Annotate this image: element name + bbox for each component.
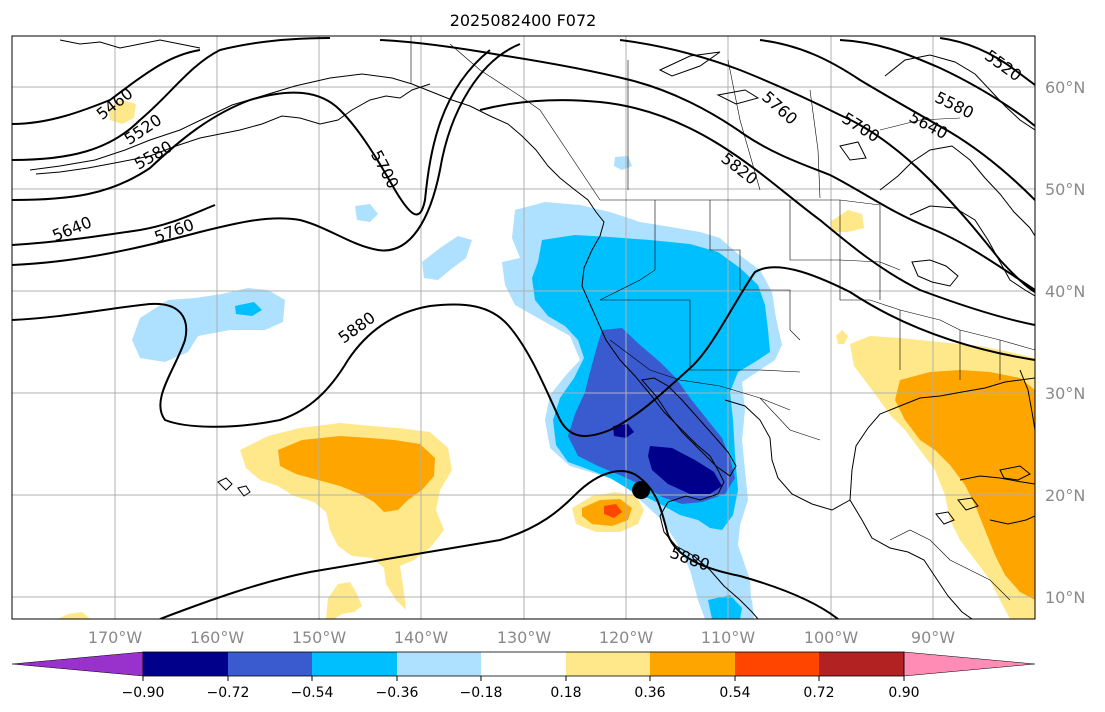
lon-label: 90°W: [911, 628, 955, 647]
lon-label: 100°W: [804, 628, 859, 647]
colorbar-segment: [819, 652, 904, 676]
storm-center-marker: [632, 481, 651, 500]
colorbar-segment: [566, 652, 650, 676]
lat-label: 50°N: [1045, 180, 1085, 199]
colorbar-tick: −0.72: [207, 685, 250, 701]
lon-label: 140°W: [394, 628, 449, 647]
colorbar-segment: [228, 652, 312, 676]
colorbar-tick: −0.90: [122, 685, 165, 701]
lat-label: 40°N: [1045, 282, 1085, 301]
colorbar-tick: 0.72: [803, 685, 834, 701]
colorbar-segment: [397, 652, 481, 676]
graticule: [12, 36, 1035, 619]
colorbar-segment: [143, 652, 228, 676]
latitude-labels: 60°N 50°N 40°N 30°N 20°N 10°N: [1045, 78, 1085, 607]
longitude-labels: 170°W 160°W 150°W 140°W 130°W 120°W 110°…: [88, 628, 955, 647]
colorbar-segment: [650, 652, 735, 676]
colorbar-tick: 0.90: [888, 685, 919, 701]
colorbar-segment: [481, 652, 566, 676]
colorbar: −0.90 −0.72 −0.54 −0.36 −0.18 0.18 0.36 …: [11, 651, 1036, 701]
lon-label: 160°W: [190, 628, 245, 647]
lon-label: 150°W: [292, 628, 347, 647]
colorbar-tick: 0.54: [719, 685, 750, 701]
lon-label: 130°W: [497, 628, 552, 647]
positive-anomaly-region: [58, 100, 1035, 619]
coastlines: [29, 39, 1035, 619]
lat-label: 60°N: [1045, 78, 1085, 97]
lon-label: 170°W: [88, 628, 143, 647]
map-area: 5460 5520 5580 5640 5760 5700 5880 5760 …: [12, 36, 1035, 619]
colorbar-extend-high: [903, 651, 1036, 677]
map-frame: [11, 35, 1036, 620]
colorbar-tick: 0.18: [550, 685, 581, 701]
map-title: 2025082400 F072: [450, 11, 597, 30]
colorbar-segment: [312, 652, 397, 676]
colorbar-segment: [735, 652, 819, 676]
lat-label: 10°N: [1045, 588, 1085, 607]
colorbar-tick: −0.36: [376, 685, 419, 701]
height-contours: [12, 37, 1035, 619]
lat-label: 30°N: [1045, 384, 1085, 403]
colorbar-tick: −0.54: [291, 685, 334, 701]
lon-label: 110°W: [701, 628, 756, 647]
political-borders: [410, 36, 1035, 601]
colorbar-extend-low: [11, 651, 144, 677]
lon-label: 120°W: [599, 628, 654, 647]
lat-label: 20°N: [1045, 486, 1085, 505]
colorbar-tick: −0.18: [460, 685, 503, 701]
colorbar-tick: 0.36: [634, 685, 665, 701]
